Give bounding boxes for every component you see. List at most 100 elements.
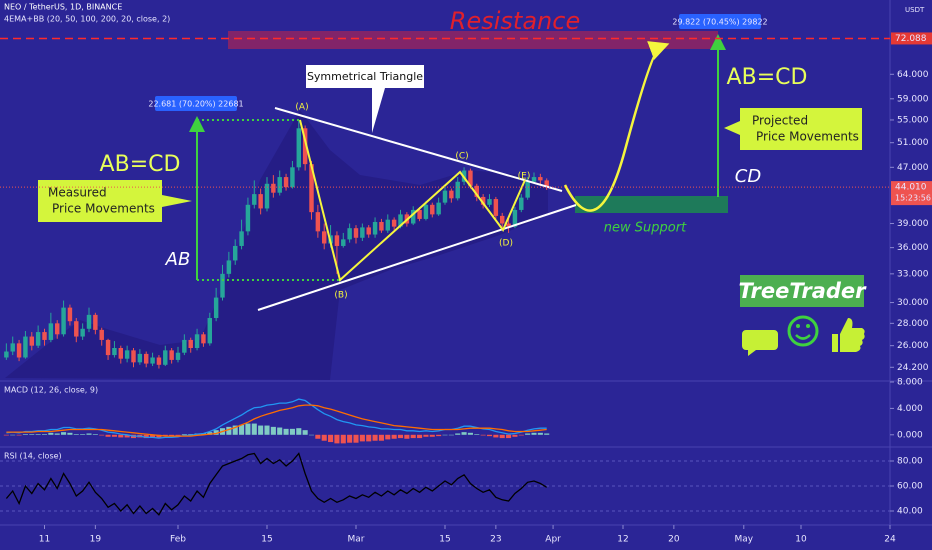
macd-histogram	[474, 434, 480, 435]
range-label: 22.681 (70.20%) 22681	[148, 100, 243, 109]
note-box	[724, 108, 862, 150]
note-text: Projected	[752, 114, 808, 128]
candle-body	[302, 128, 308, 165]
x-tick-label: Apr	[545, 535, 561, 545]
y-tick-label: 26.000	[897, 341, 929, 351]
macd-histogram	[156, 434, 162, 438]
macd-histogram	[16, 434, 22, 436]
macd-histogram	[80, 434, 86, 435]
macd-histogram	[226, 426, 232, 435]
macd-histogram	[175, 434, 181, 436]
resistance-text: Resistance	[450, 7, 580, 35]
candle-body	[449, 190, 454, 199]
candle-body	[430, 204, 435, 215]
x-tick-label: 15	[261, 535, 272, 545]
macd-histogram	[442, 434, 448, 436]
macd-histogram	[544, 433, 550, 435]
candle-body	[360, 227, 365, 238]
macd-histogram	[48, 432, 54, 435]
countdown: 15:23:56	[895, 194, 931, 203]
candle-body	[16, 343, 22, 358]
point-label: (B)	[334, 291, 347, 301]
point-label: (C)	[455, 152, 468, 162]
candle-body	[232, 245, 238, 261]
candle-body	[156, 357, 162, 365]
candle-body	[468, 170, 473, 186]
candle-body	[379, 221, 384, 231]
candle-body	[143, 353, 149, 364]
x-tick-label: 23	[490, 535, 501, 545]
candle-body	[531, 177, 537, 182]
candle-body	[61, 307, 66, 335]
candle-body	[67, 307, 73, 322]
candle-body	[213, 297, 219, 319]
candle-body	[417, 209, 422, 219]
candle-body	[283, 177, 289, 188]
candle-body	[423, 204, 429, 219]
x-tick-label: 24	[884, 535, 896, 545]
y-tick-label: 0.000	[897, 430, 923, 440]
candle-body	[86, 314, 92, 329]
candle-body	[150, 357, 155, 364]
resistance-zone	[228, 31, 718, 49]
candle-body	[163, 350, 168, 365]
band-shading	[5, 110, 548, 380]
thumb-icon	[832, 318, 865, 352]
candle-body	[207, 318, 213, 344]
candle-body	[506, 223, 511, 227]
macd-histogram	[67, 432, 73, 435]
chat-icon	[742, 330, 778, 356]
candle-body	[455, 181, 460, 199]
macd-histogram	[480, 434, 486, 436]
triangle-lower	[257, 204, 577, 311]
y-tick-label: 55.000	[897, 115, 929, 125]
support-zone	[575, 196, 728, 213]
candle-body	[188, 339, 193, 348]
note-text: Price Movements	[756, 130, 859, 144]
macd-histogram	[232, 425, 238, 435]
candle-body	[48, 323, 54, 340]
candle-body	[538, 177, 543, 181]
macd-histogram	[404, 434, 410, 439]
macd-histogram	[124, 434, 130, 438]
macd-histogram	[111, 434, 117, 437]
currency: USDT	[905, 6, 925, 14]
candle-body	[296, 128, 302, 168]
macd-histogram	[328, 434, 334, 443]
macd-histogram	[455, 433, 461, 435]
note-text: Measured	[48, 186, 107, 200]
triangle-upper	[274, 107, 563, 192]
macd-histogram	[251, 423, 257, 435]
candle-body	[315, 212, 321, 232]
range-box	[679, 14, 761, 29]
macd-histogram	[86, 433, 92, 435]
macd-histogram	[54, 433, 60, 435]
price-tag-label: 44.010	[895, 183, 927, 193]
x-tick-label: Mar	[348, 535, 365, 545]
candle-body	[23, 336, 28, 358]
macd-histogram	[461, 432, 467, 435]
candle-body	[93, 314, 98, 330]
smiley-icon	[796, 324, 800, 328]
candle-body	[226, 260, 232, 274]
macd-histogram	[188, 434, 194, 435]
price-tag-label: 72.088	[895, 34, 927, 44]
price-tag	[891, 181, 932, 206]
macd-histogram	[397, 434, 404, 439]
x-tick-label: 10	[795, 535, 807, 545]
macd-histogram	[283, 428, 289, 435]
macd-histogram	[366, 434, 372, 442]
y-tick-label: 40.00	[897, 507, 923, 517]
y-tick-label: 51.000	[897, 138, 929, 148]
candle-body	[99, 329, 104, 340]
macd-histogram	[531, 432, 537, 435]
candle-body	[264, 183, 270, 209]
macd-histogram	[99, 434, 105, 436]
x-tick-label: 11	[39, 535, 50, 545]
macd-histogram	[378, 434, 384, 441]
x-tick-label: 20	[668, 535, 680, 545]
macd-histogram	[321, 434, 327, 441]
macd-histogram	[525, 433, 531, 435]
candle-body	[42, 332, 47, 340]
